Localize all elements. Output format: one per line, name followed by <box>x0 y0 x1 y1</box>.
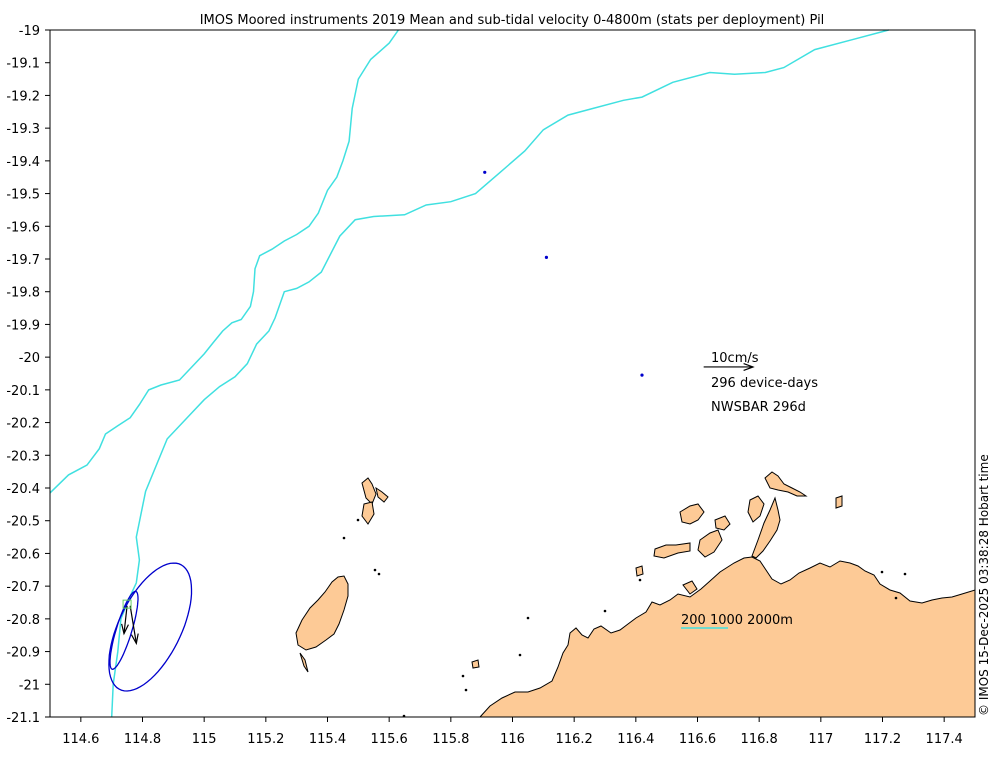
velocity-arrow-1-shaft <box>123 605 128 634</box>
x-tick-label-9: 116.2 <box>556 732 593 747</box>
map-title: IMOS Moored instruments 2019 Mean and su… <box>200 13 825 28</box>
x-tick-label-14: 117.2 <box>864 732 901 747</box>
y-tick-label-18: -20.7 <box>6 580 40 595</box>
x-tick-label-7: 115.8 <box>432 732 469 747</box>
y-tick-label-14: -20.3 <box>6 449 40 464</box>
x-tick-label-12: 116.8 <box>741 732 778 747</box>
station-nwsbar-marker <box>122 599 132 609</box>
isobath-legend-label: 200 1000 2000m <box>681 613 793 628</box>
y-tick-label-13: -20.2 <box>6 417 40 432</box>
islet-8 <box>603 609 607 613</box>
y-tick-label-5: -19.4 <box>6 155 40 170</box>
velocity-arrow-2-head <box>130 633 139 646</box>
x-tick-label-3: 115 <box>192 732 217 747</box>
dampier-island-4 <box>653 542 691 559</box>
small-island-2 <box>635 565 644 577</box>
y-tick-label-7: -19.6 <box>6 220 40 235</box>
y-tick-label-3: -19.2 <box>6 89 40 104</box>
dampier-island-7 <box>714 515 731 531</box>
station-mooring-2-marker <box>544 255 549 259</box>
x-axis-ticks: 114.6 114.8 115 115.2 115.4 115.6 115.8 116 116.… <box>62 717 963 747</box>
device-days-label: 296 device-days <box>711 376 818 391</box>
islet-7 <box>526 616 530 620</box>
mainland <box>478 556 976 718</box>
y-tick-label-16: -20.5 <box>6 515 40 530</box>
velocity-arrow-1 <box>121 605 129 636</box>
y-tick-label-22: -21.1 <box>6 711 40 726</box>
variance-ellipse-2 <box>109 590 139 670</box>
station-mooring-1-marker <box>483 170 487 174</box>
y-tick-label-2: -19.1 <box>6 57 40 72</box>
isobath-layer <box>49 29 889 718</box>
scale-arrow-glyph <box>703 362 755 371</box>
variance-ellipse-1 <box>108 562 193 692</box>
isobath-200m-line <box>49 29 400 494</box>
isobath-legend: 200 1000 2000m <box>681 613 793 629</box>
y-tick-label-1: -19 <box>19 24 40 39</box>
y-tick-label-9: -19.8 <box>6 286 40 301</box>
coastline-layer <box>295 471 976 718</box>
montebello-1 <box>361 477 377 505</box>
isobath-1000m-line <box>110 29 889 718</box>
islet-3 <box>342 536 346 540</box>
mooring-stations-layer <box>122 170 644 609</box>
dampier-island-2 <box>747 495 765 523</box>
x-tick-label-5: 115.4 <box>309 732 346 747</box>
velocity-arrow-1-head <box>121 623 129 636</box>
scale-arrow-glyph-head <box>743 362 755 371</box>
y-tick-label-8: -19.7 <box>6 253 40 268</box>
islet-12 <box>903 572 907 576</box>
y-tick-label-15: -20.4 <box>6 482 40 497</box>
x-tick-label-15: 117.4 <box>926 732 963 747</box>
montebello-2 <box>361 501 375 525</box>
x-tick-label-4: 115.2 <box>247 732 284 747</box>
dampier-island-8 <box>682 580 698 595</box>
y-tick-label-10: -19.9 <box>6 318 40 333</box>
scale-label: 10cm/s <box>711 351 759 366</box>
dampier-island-1 <box>764 471 808 497</box>
y-tick-label-4: -19.3 <box>6 122 40 137</box>
station-mooring-3-marker <box>640 373 644 377</box>
velocity-arrow-2 <box>129 605 139 646</box>
velocity-legend: 10cm/s 296 device-days NWSBAR 296d <box>703 351 818 415</box>
velocity-stats-layer <box>108 562 193 692</box>
scale-arrow <box>703 362 755 371</box>
x-tick-label-1: 114.6 <box>62 732 99 747</box>
islet-5 <box>464 688 468 692</box>
islet-9 <box>638 578 642 582</box>
y-tick-label-6: -19.5 <box>6 188 40 203</box>
islet-11 <box>880 570 884 574</box>
velocity-arrow-2-shaft <box>129 605 137 644</box>
y-tick-label-21: -21 <box>19 678 40 693</box>
x-tick-label-8: 116 <box>500 732 525 747</box>
x-tick-label-10: 116.4 <box>617 732 654 747</box>
burrup-peninsula <box>751 496 781 559</box>
x-tick-label-6: 115.6 <box>371 732 408 747</box>
islet-4 <box>461 674 465 678</box>
small-island-1 <box>471 659 480 669</box>
barrow-island <box>295 575 349 651</box>
y-tick-label-11: -20 <box>19 351 40 366</box>
y-tick-label-19: -20.8 <box>6 613 40 628</box>
islet-6 <box>518 653 522 657</box>
islet-2 <box>377 572 381 576</box>
y-tick-label-12: -20.1 <box>6 384 40 399</box>
y-tick-label-20: -20.9 <box>6 646 40 661</box>
islet-13 <box>356 518 360 522</box>
y-axis-ticks: -19 -19.1 -19.2 -19.3 -19.4 -19.5 -19.6 -19.7 -1… <box>6 24 50 726</box>
barrow-spit <box>299 652 309 673</box>
montebello-3 <box>375 486 389 503</box>
x-tick-label-11: 116.6 <box>679 732 716 747</box>
imos-watermark: © IMOS 15-Dec-2025 03:38:28 Hobart time <box>977 454 991 716</box>
islet-10 <box>894 596 898 600</box>
dampier-island-3 <box>697 529 723 558</box>
islet-1 <box>373 568 377 572</box>
x-tick-label-2: 114.8 <box>124 732 161 747</box>
station-label: NWSBAR 296d <box>711 400 806 415</box>
dampier-island-5 <box>679 503 705 525</box>
x-tick-label-13: 117 <box>808 732 833 747</box>
dampier-island-6 <box>835 495 843 509</box>
y-tick-label-17: -20.6 <box>6 547 40 562</box>
